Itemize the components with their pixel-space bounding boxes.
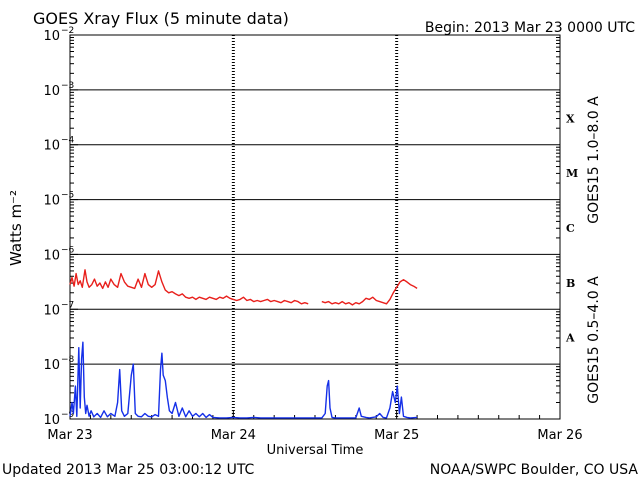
y-tick-label: 10 <box>43 29 60 44</box>
x-tick-label: Mar 24 <box>211 428 256 443</box>
begin-date-label: Begin: 2013 Mar 23 0000 UTC <box>425 20 635 36</box>
x-axis-label: Universal Time <box>267 443 364 458</box>
legend-long-channel: GOES15 1.0–8.0 A <box>586 96 602 224</box>
flare-class-x: X <box>566 112 575 125</box>
flare-class-a: A <box>565 332 575 345</box>
series-long-channel-line <box>69 269 418 306</box>
y-tick-label: 10 <box>43 194 60 209</box>
y-tick-exponent: −6 <box>61 245 75 255</box>
y-tick-exponent: −3 <box>61 81 74 91</box>
chart-title: GOES Xray Flux (5 minute data) <box>33 9 289 28</box>
y-tick-label: 10 <box>43 303 60 318</box>
y-axis-ticks: 10−210−310−410−510−610−710−810−9 <box>43 26 560 428</box>
flare-class-c: C <box>566 222 575 235</box>
updated-timestamp: Updated 2013 Mar 25 03:00:12 UTC <box>2 462 255 478</box>
y-tick-exponent: −2 <box>61 26 74 36</box>
y-tick-exponent: −9 <box>61 410 75 420</box>
y-tick-exponent: −4 <box>61 136 75 146</box>
plot-frame <box>69 34 561 420</box>
y-axis-label: Watts m⁻² <box>7 190 25 266</box>
y-tick-exponent: −7 <box>61 300 74 310</box>
y-tick-exponent: −5 <box>61 191 74 201</box>
x-tick-label: Mar 25 <box>374 428 419 443</box>
series-short-channel-line <box>69 341 418 419</box>
flare-class-b: B <box>566 277 575 290</box>
y-tick-label: 10 <box>43 248 60 263</box>
y-tick-label: 10 <box>43 413 60 428</box>
y-tick-label: 10 <box>43 84 60 99</box>
y-tick-label: 10 <box>43 139 60 154</box>
flare-class-m: M <box>566 167 578 180</box>
flare-class-labels: X M C B A <box>565 112 578 344</box>
legend-short-channel: GOES15 0.5–4.0 A <box>586 276 602 404</box>
x-tick-label: Mar 23 <box>47 428 92 443</box>
credit-label: NOAA/SWPC Boulder, CO USA <box>430 462 639 478</box>
x-axis-ticks: Mar 23 Mar 24 Mar 25 Mar 26 <box>47 411 583 443</box>
y-tick-exponent: −8 <box>61 355 75 365</box>
y-tick-label: 10 <box>43 358 60 373</box>
x-tick-label: Mar 26 <box>537 428 582 443</box>
data-series <box>69 269 418 419</box>
plot-grid <box>70 35 560 419</box>
